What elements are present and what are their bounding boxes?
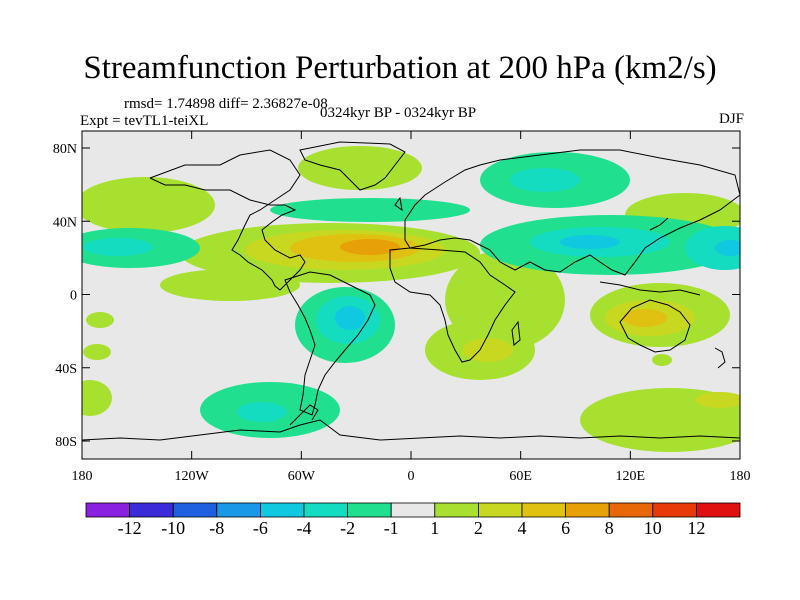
x-tick-label: 120E: [616, 469, 646, 484]
colorbar-label: 8: [605, 518, 614, 538]
coast-south-america: [284, 271, 376, 416]
anomaly-neg-southern-pacific-core: [237, 402, 287, 422]
coast-antarctica: [82, 419, 740, 441]
anomaly-pos-southern-ocean-east-core: [695, 392, 740, 408]
colorbar-label: 2: [474, 518, 483, 538]
colorbar-swatch: [521, 502, 566, 518]
coast-north-america: [149, 149, 306, 291]
x-tick-label: 0: [408, 469, 415, 484]
coast-new-zealand: [714, 347, 726, 369]
anomaly-neg-pacific-dateline-east-core: [715, 240, 740, 256]
colorbar-swatch: [696, 502, 741, 518]
x-tick-label: 120W: [175, 469, 210, 484]
x-tick-label: 60W: [288, 469, 316, 484]
anomaly-pos-south-africa-core: [463, 338, 513, 362]
colorbar-label: -8: [209, 518, 224, 538]
x-tick-label: 60E: [509, 469, 532, 484]
coastlines: [82, 141, 740, 441]
colorbar-label: -4: [297, 518, 312, 538]
colorbar-label: 6: [561, 518, 570, 538]
coast-australia: [619, 299, 691, 353]
experiment-label: Expt = tevTL1-teiXL: [80, 113, 209, 129]
coast-indonesia: [599, 281, 701, 296]
colorbar-swatch: [434, 502, 479, 518]
anomaly-pos-small-2: [83, 344, 111, 360]
anomaly-neg-pacific-dateline-east: [685, 226, 740, 270]
anomaly-pos-north-atlantic-peak: [340, 239, 400, 255]
y-tick-label: 0: [70, 289, 77, 304]
colorbar-swatch: [477, 502, 523, 518]
anomaly-neg-siberia-core: [510, 168, 580, 192]
coast-britain: [394, 196, 403, 212]
colorbar-swatch: [390, 502, 436, 518]
coast-antarctic-peninsula: [289, 404, 319, 426]
coast-greenland: [299, 141, 406, 191]
anomaly-neg-pacific-dateline-west-mid: [83, 238, 153, 256]
coast-madagascar: [511, 320, 521, 346]
colorbar-label: 10: [644, 518, 662, 538]
colorbar-swatch: [259, 502, 305, 518]
colorbar-swatch: [565, 502, 610, 518]
anomaly-pos-small-3: [652, 354, 672, 366]
anomaly-pos-australia-core: [623, 309, 667, 327]
coast-africa: [389, 247, 516, 363]
anomaly-neg-north-atlantic-band: [270, 198, 470, 222]
colorbar-label: -2: [340, 518, 355, 538]
x-axis: 180 120W 60W 0 60E 120E 180: [72, 131, 751, 484]
colorbar: -12 -10 -8 -6 -4 -2 -1 1 2 4 6 8 10 12: [85, 502, 741, 538]
y-tick-label: 40S: [55, 362, 77, 377]
anomaly-pos-north-pacific: [82, 177, 215, 233]
anomaly-neg-south-america-core: [335, 306, 365, 330]
plot-title: Streamfunction Perturbation at 200 hPa (…: [83, 50, 717, 86]
colorbar-label: -10: [161, 518, 185, 538]
colorbar-label: -1: [384, 518, 399, 538]
colorbar-swatch: [129, 502, 174, 518]
colorbar-swatch: [172, 502, 218, 518]
y-tick-label: 80S: [55, 435, 77, 450]
colorbar-swatch: [303, 502, 348, 518]
colorbar-label: -6: [253, 518, 268, 538]
anomaly-neg-asia-core: [560, 235, 620, 249]
coast-japan: [649, 217, 669, 231]
x-tick-label: 180: [730, 469, 751, 484]
stats-line: rmsd= 1.74898 diff= 2.36827e-08: [124, 96, 328, 112]
colorbar-swatch: [608, 502, 654, 518]
anomaly-pos-small-1: [86, 312, 114, 328]
anomaly-pos-arctic-greenland: [298, 146, 422, 190]
colorbar-swatch: [85, 502, 130, 518]
season-label: DJF: [718, 111, 744, 127]
anomaly-pos-tropical-east-pacific: [160, 269, 300, 301]
colorbar-swatch: [652, 502, 697, 518]
y-axis: 80N 40N 0 40S 80S: [53, 142, 740, 450]
x-tick-label: 180: [72, 469, 93, 484]
colorbar-label: 12: [687, 518, 705, 538]
anomaly-pos-south-pacific-west: [82, 380, 112, 416]
colorbar-label: 4: [518, 518, 527, 538]
y-tick-label: 80N: [53, 142, 77, 157]
y-tick-label: 40N: [53, 215, 77, 230]
colorbar-swatch: [347, 502, 392, 518]
colorbar-label: 1: [430, 518, 439, 538]
colorbar-swatch: [216, 502, 261, 518]
coast-europe-asia: [404, 149, 740, 276]
period-label: 0324kyr BP - 0324kyr BP: [320, 105, 477, 121]
colorbar-label: -12: [118, 518, 142, 538]
